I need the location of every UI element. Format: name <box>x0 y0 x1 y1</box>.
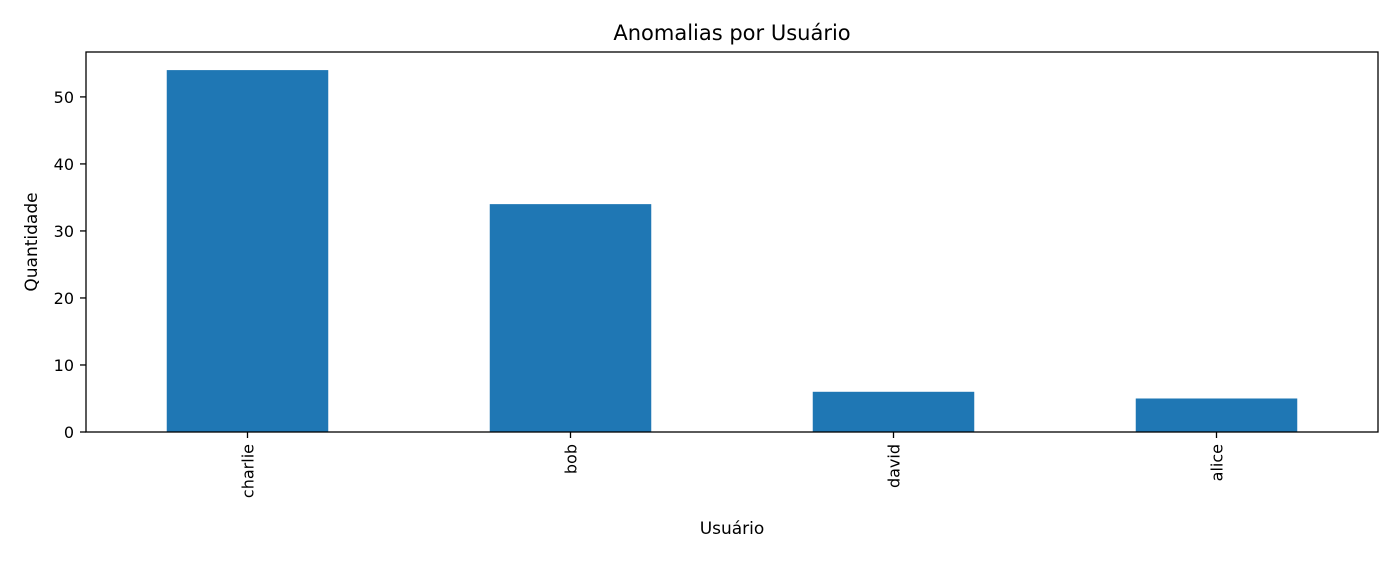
y-tick-label-10: 10 <box>54 356 74 375</box>
y-tick-label-30: 30 <box>54 222 74 241</box>
bar-charlie <box>166 70 329 432</box>
bars-group <box>166 70 1298 432</box>
y-axis-ticks: 0 10 20 30 40 50 <box>54 88 86 442</box>
chart-title: Anomalias por Usuário <box>613 21 850 45</box>
x-tick-label-alice: alice <box>1208 444 1227 481</box>
x-axis-ticks: charlie bob david alice <box>239 432 1227 498</box>
bar-alice <box>1135 398 1298 432</box>
y-tick-label-50: 50 <box>54 88 74 107</box>
y-tick-label-40: 40 <box>54 155 74 174</box>
y-tick-label-0: 0 <box>64 423 74 442</box>
plot-frame <box>85 51 1379 433</box>
bar-bob <box>489 204 652 432</box>
y-tick-label-20: 20 <box>54 289 74 308</box>
bar-david <box>812 391 975 432</box>
y-axis-label: Quantidade <box>22 192 42 291</box>
x-axis-label: Usuário <box>700 519 765 539</box>
x-tick-label-bob: bob <box>562 444 581 474</box>
x-tick-label-charlie: charlie <box>239 444 258 498</box>
x-tick-label-david: david <box>885 444 904 488</box>
